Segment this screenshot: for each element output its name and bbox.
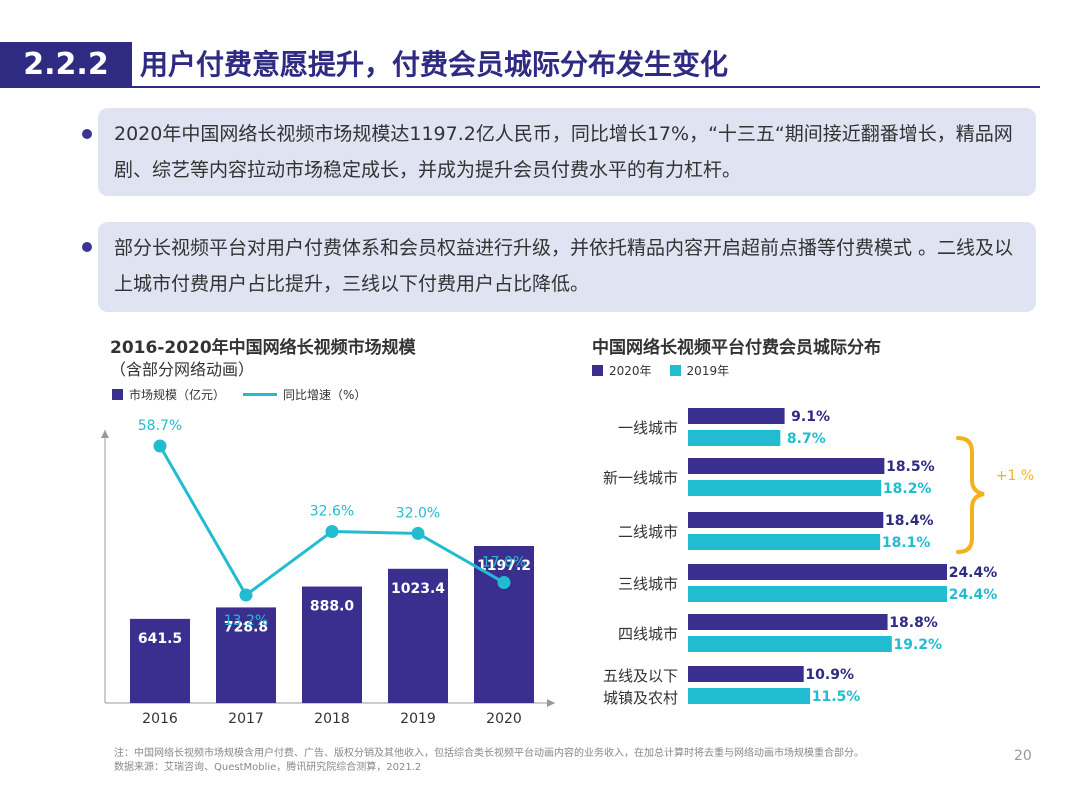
category-label: 三线城市 bbox=[618, 575, 678, 593]
x-tick-label: 2020 bbox=[486, 711, 522, 727]
bar-2020 bbox=[688, 666, 804, 682]
bar-value-label: 1023.4 bbox=[391, 581, 445, 597]
legend-swatch-2019 bbox=[669, 365, 681, 376]
bar-value-label: 18.5% bbox=[886, 459, 935, 475]
bullet-dot bbox=[82, 242, 92, 252]
category-label: 二线城市 bbox=[618, 523, 678, 541]
bullet-box-2: 部分长视频平台对用户付费体系和会员权益进行升级，并依托精品内容开启超前点播等付费… bbox=[98, 222, 1036, 312]
growth-label: 32.0% bbox=[396, 505, 440, 521]
bar-value-label: 19.2% bbox=[894, 637, 943, 653]
bar-2020 bbox=[688, 408, 785, 424]
bar-value-label: 1197.2 bbox=[477, 558, 531, 574]
bar-2019 bbox=[688, 534, 881, 550]
bar-value-label: 10.9% bbox=[805, 667, 854, 683]
right-chart-legend: 2020年 2019年 bbox=[592, 362, 729, 379]
growth-point bbox=[153, 439, 167, 453]
page-number: 20 bbox=[1014, 748, 1032, 764]
bullet-box-1: 2020年中国网络长视频市场规模达1197.2亿人民币，同比增长17%，“十三五… bbox=[98, 108, 1036, 196]
legend-label-bar: 市场规模（亿元） bbox=[129, 388, 226, 402]
x-tick-label: 2018 bbox=[314, 711, 350, 727]
growth-point bbox=[411, 526, 425, 540]
bar-value-label: 11.5% bbox=[812, 689, 861, 705]
bar-2020 bbox=[688, 512, 884, 528]
bar-2020 bbox=[688, 458, 885, 474]
section-number: 2.2.2 bbox=[0, 42, 132, 88]
bullet-text-1: 2020年中国网络长视频市场规模达1197.2亿人民币，同比增长17%，“十三五… bbox=[114, 123, 1013, 181]
legend-label-line: 同比增速（%） bbox=[283, 388, 367, 402]
bar-value-label: 18.1% bbox=[882, 535, 931, 551]
annotation-label: +1 % bbox=[996, 468, 1034, 484]
x-tick-label: 2019 bbox=[400, 711, 436, 727]
left-chart-legend: 市场规模（亿元） 同比增速（%） bbox=[112, 386, 366, 403]
bar-market-size bbox=[302, 586, 362, 703]
legend-swatch-bar bbox=[112, 389, 123, 400]
footnote-note: 注：中国网络长视频市场规模含用户付费、广告、版权分销及其他收入，包括综合类长视频… bbox=[114, 748, 864, 759]
category-label: 城镇及农村 bbox=[603, 689, 678, 707]
bar-2019 bbox=[688, 430, 781, 446]
bar-2020 bbox=[688, 564, 947, 580]
x-axis-arrow bbox=[547, 699, 555, 707]
growth-point bbox=[239, 588, 253, 602]
bar-market-size bbox=[130, 618, 190, 703]
left-chart-subtitle: （含部分网络动画） bbox=[110, 360, 255, 379]
bar-2019 bbox=[688, 636, 892, 652]
bar-2020 bbox=[688, 614, 888, 630]
section-header: 2.2.2 用户付费意愿提升，付费会员城际分布发生变化 bbox=[0, 42, 1040, 88]
growth-label: 13.2% bbox=[224, 613, 268, 629]
page-title: 用户付费意愿提升，付费会员城际分布发生变化 bbox=[140, 48, 729, 81]
bar-2019 bbox=[688, 688, 811, 704]
x-tick-label: 2017 bbox=[228, 711, 264, 727]
legend-swatch-line bbox=[243, 393, 278, 396]
legend-label-2019: 2019年 bbox=[686, 364, 730, 378]
x-tick-label: 2016 bbox=[142, 711, 178, 727]
bullet-dot bbox=[82, 129, 92, 139]
bar-value-label: 641.5 bbox=[138, 631, 182, 647]
legend-label-2020: 2020年 bbox=[609, 364, 652, 378]
bar-value-label: 8.7% bbox=[787, 431, 826, 447]
bar-value-label: 728.8 bbox=[224, 619, 268, 635]
bar-2019 bbox=[688, 586, 947, 602]
legend-swatch-2020 bbox=[592, 365, 603, 376]
growth-label: 32.6% bbox=[310, 503, 354, 519]
bullet-text-2: 部分长视频平台对用户付费体系和会员权益进行升级，并依托精品内容开启超前点播等付费… bbox=[114, 237, 1014, 295]
left-chart-title: 2016-2020年中国网络长视频市场规模 bbox=[110, 338, 416, 358]
bar-value-label: 24.4% bbox=[949, 587, 998, 603]
bar-value-label: 18.8% bbox=[889, 615, 938, 631]
growth-point bbox=[497, 576, 511, 590]
growth-label: 17.0% bbox=[482, 555, 526, 571]
brace-annotation bbox=[956, 436, 985, 554]
bar-market-size bbox=[216, 607, 276, 703]
bar-value-label: 24.4% bbox=[949, 565, 998, 581]
bar-value-label: 18.2% bbox=[883, 481, 932, 497]
bar-value-label: 18.4% bbox=[885, 513, 934, 529]
bar-value-label: 888.0 bbox=[310, 599, 355, 615]
growth-label: 58.7% bbox=[138, 418, 182, 434]
category-label: 新一线城市 bbox=[603, 469, 678, 487]
bar-market-size bbox=[388, 568, 448, 703]
category-label: 四线城市 bbox=[618, 625, 678, 643]
category-label: 一线城市 bbox=[618, 419, 678, 437]
y-axis-arrow bbox=[101, 430, 109, 438]
footnote-source: 数据来源：艾瑞咨询、QuestMoblie，腾讯研究院综合测算，2021.2 bbox=[114, 762, 422, 773]
growth-point bbox=[325, 524, 339, 538]
right-chart-title: 中国网络长视频平台付费会员城际分布 bbox=[592, 338, 881, 358]
bar-value-label: 9.1% bbox=[791, 409, 830, 425]
category-label: 五线及以下 bbox=[603, 667, 678, 685]
bar-2019 bbox=[688, 480, 882, 496]
header-underline bbox=[132, 86, 1040, 88]
